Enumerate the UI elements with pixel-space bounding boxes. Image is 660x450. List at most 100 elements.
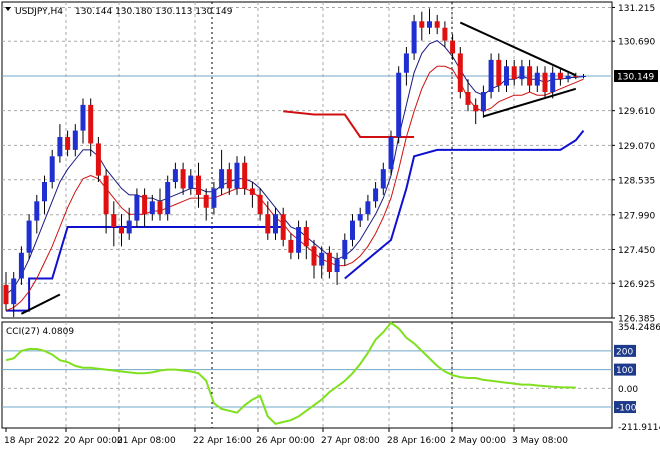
candle-body (80, 104, 86, 131)
candle-body (88, 104, 94, 144)
price-axis: 131.215 130.690 130.149 129.610 129.070 128.5… (612, 4, 658, 325)
candle (457, 47, 463, 99)
candle (11, 272, 17, 318)
cci-tick-label: -211.9114 (618, 423, 660, 433)
ohlc-quote: 130.144 130.180 130.113 130.149 (75, 7, 233, 17)
candle-body (365, 201, 371, 215)
candle (72, 124, 78, 157)
candle (226, 162, 232, 195)
candle-body (11, 278, 17, 305)
candle-body (180, 169, 186, 189)
candle (565, 72, 571, 83)
candle (142, 188, 148, 228)
ma-fast-line (5, 40, 584, 295)
collapse-triangle-icon[interactable] (5, 7, 11, 11)
candle (280, 207, 286, 247)
candle-body (465, 92, 471, 105)
candle-body (95, 143, 101, 176)
candle-body (380, 169, 386, 189)
candle-body (188, 175, 194, 189)
candle-body (350, 220, 355, 240)
candle (149, 194, 155, 221)
candle (42, 175, 47, 215)
candle (550, 66, 556, 99)
moving-averages (5, 40, 584, 312)
candle (534, 66, 540, 93)
candle-body (142, 194, 148, 215)
candle (257, 188, 263, 221)
candle (542, 66, 548, 99)
candle-body (49, 156, 55, 183)
candle (434, 14, 440, 35)
candle (442, 21, 448, 48)
candle (180, 162, 186, 195)
candle (18, 246, 24, 285)
candle (350, 214, 355, 247)
candle (450, 34, 456, 60)
candle-body (265, 214, 271, 234)
candle-body (242, 162, 248, 189)
candle-body (257, 194, 263, 215)
cci-level-label: 200 (616, 347, 633, 357)
candle-body (111, 214, 117, 228)
triangle-lower-trendline (483, 87, 577, 118)
candle (480, 85, 486, 118)
price-tick-label: 127.450 (618, 246, 655, 256)
candle-body (411, 21, 417, 54)
candle (396, 66, 402, 144)
candle-body (573, 75, 579, 77)
candle-body (280, 214, 286, 240)
candle (373, 182, 379, 208)
price-tick-label: 126.385 (618, 315, 655, 325)
candle (488, 53, 494, 99)
candle-body (565, 75, 571, 80)
candle (242, 156, 248, 195)
candle (203, 188, 209, 221)
cci-level-label: 100 (616, 366, 633, 376)
candle (473, 98, 479, 125)
price-panel-frame (1, 1, 613, 319)
cci-level-tag (614, 344, 636, 357)
candle (219, 149, 225, 195)
cci-level-tag (614, 363, 636, 376)
candle-body (427, 21, 432, 28)
candle-body (519, 66, 525, 80)
candle-body (419, 21, 425, 28)
cci-line (5, 321, 576, 426)
candle (296, 220, 302, 260)
candle-body (534, 72, 540, 86)
candle-body (65, 137, 71, 150)
candle (511, 59, 517, 86)
candle (342, 233, 348, 266)
candle-body (450, 40, 456, 54)
candle-body (504, 66, 509, 86)
candle (265, 201, 271, 240)
candle-body (388, 137, 394, 170)
candle (496, 53, 502, 93)
price-tick-label: 130.690 (618, 38, 655, 48)
candle-body (403, 53, 409, 73)
candle-body (172, 169, 178, 183)
candle (49, 149, 55, 189)
candle-body (249, 188, 255, 195)
candle (403, 47, 409, 86)
price-tick-label: 126.925 (618, 280, 655, 290)
candle-body (511, 66, 517, 80)
chart-header: USDJPY,H4 130.144 130.180 130.113 130.14… (5, 7, 233, 17)
candle-body (157, 201, 163, 215)
candle-body (72, 130, 78, 150)
candle (157, 188, 163, 221)
candle-body (211, 188, 217, 208)
candle (88, 98, 94, 157)
price-tick-label: 127.990 (618, 211, 655, 221)
ma-slow-line (5, 65, 584, 312)
candle-body (550, 72, 556, 93)
candle (234, 156, 240, 195)
candle (303, 220, 309, 260)
candle (288, 233, 294, 260)
candle (319, 246, 325, 279)
cci-title: CCI(27) 4.0809 (6, 327, 74, 337)
triangle-upper-trendline (459, 21, 577, 77)
cci-level-tag (614, 401, 636, 414)
candle-body (34, 201, 40, 221)
